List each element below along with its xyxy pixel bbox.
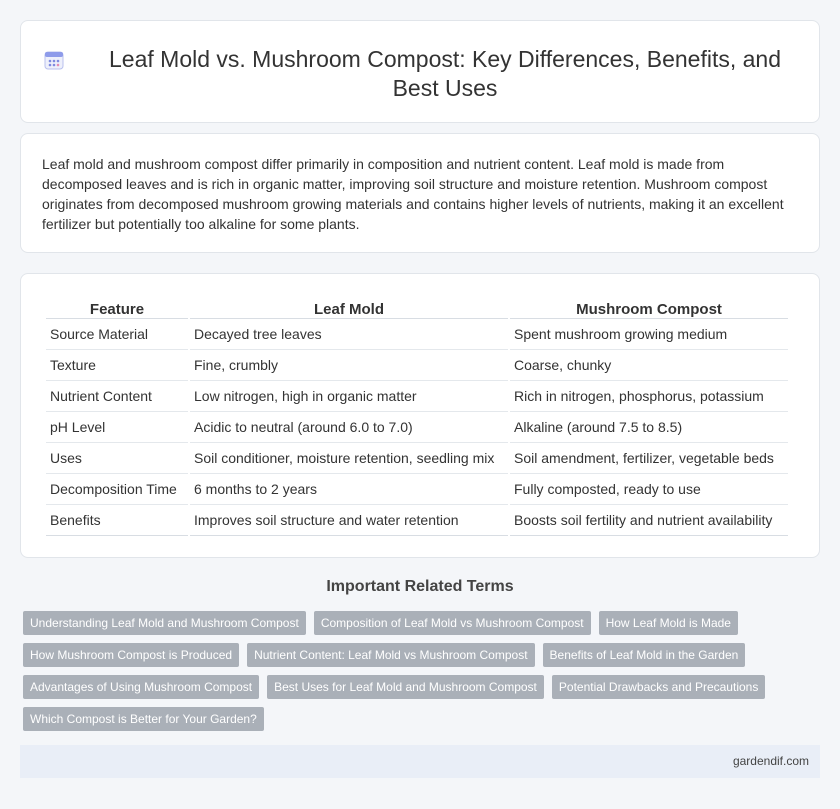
table-row: Texture Fine, crumbly Coarse, chunky (46, 350, 788, 381)
table-cell: 6 months to 2 years (190, 474, 508, 505)
related-terms-title: Important Related Terms (326, 578, 514, 595)
table-cell: Decayed tree leaves (190, 319, 508, 350)
table-cell: Improves soil structure and water retent… (190, 505, 508, 536)
related-term-tag[interactable]: Best Uses for Leaf Mold and Mushroom Com… (267, 675, 544, 699)
table-cell: pH Level (46, 412, 188, 443)
related-term-tag[interactable]: Benefits of Leaf Mold in the Garden (542, 643, 746, 667)
comparison-table: Feature Leaf Mold Mushroom Compost Sourc… (44, 297, 790, 536)
table-cell: Acidic to neutral (around 6.0 to 7.0) (190, 412, 508, 443)
intro-paragraph: Leaf mold and mushroom compost differ pr… (42, 156, 784, 232)
table-cell: Source Material (46, 319, 188, 350)
related-term-tag[interactable]: Composition of Leaf Mold vs Mushroom Com… (313, 611, 591, 635)
table-cell: Spent mushroom growing medium (510, 319, 788, 350)
table-cell: Benefits (46, 505, 188, 536)
table-cell: Soil conditioner, moisture retention, se… (190, 443, 508, 474)
table-cell: Rich in nitrogen, phosphorus, potassium (510, 381, 788, 412)
table-row: Decomposition Time 6 months to 2 years F… (46, 474, 788, 505)
header-leaf-mold: Leaf Mold (190, 297, 508, 319)
header-card: Leaf Mold vs. Mushroom Compost: Key Diff… (20, 20, 820, 123)
table-row: Benefits Improves soil structure and wat… (46, 505, 788, 536)
table-row: Source Material Decayed tree leaves Spen… (46, 319, 788, 350)
table-header-row: Feature Leaf Mold Mushroom Compost (46, 297, 788, 319)
page-title: Leaf Mold vs. Mushroom Compost: Key Diff… (109, 46, 781, 101)
table-cell: Alkaline (around 7.5 to 8.5) (510, 412, 788, 443)
table-cell: Uses (46, 443, 188, 474)
related-term-tag[interactable]: Nutrient Content: Leaf Mold vs Mushroom … (247, 643, 535, 667)
table-cell: Coarse, chunky (510, 350, 788, 381)
calendar-icon (44, 51, 64, 70)
related-term-tag[interactable]: How Mushroom Compost is Produced (23, 643, 240, 667)
comparison-table-card: Feature Leaf Mold Mushroom Compost Sourc… (20, 273, 820, 558)
table-cell: Nutrient Content (46, 381, 188, 412)
footer-site-link[interactable]: gardendif.com (732, 754, 809, 768)
related-term-tag[interactable]: Advantages of Using Mushroom Compost (23, 675, 260, 699)
table-row: pH Level Acidic to neutral (around 6.0 t… (46, 412, 788, 443)
table-row: Uses Soil conditioner, moisture retentio… (46, 443, 788, 474)
related-term-tag[interactable]: How Leaf Mold is Made (598, 611, 738, 635)
table-cell: Fully composted, ready to use (510, 474, 788, 505)
footer: gardendif.com (20, 745, 820, 778)
table-row: Nutrient Content Low nitrogen, high in o… (46, 381, 788, 412)
table-cell: Decomposition Time (46, 474, 188, 505)
related-terms-list: Understanding Leaf Mold and Mushroom Com… (23, 611, 803, 731)
header-feature: Feature (46, 297, 188, 319)
related-term-tag[interactable]: Potential Drawbacks and Precautions (551, 675, 766, 699)
table-cell: Fine, crumbly (190, 350, 508, 381)
table-cell: Soil amendment, fertilizer, vegetable be… (510, 443, 788, 474)
table-cell: Texture (46, 350, 188, 381)
header-mushroom-compost: Mushroom Compost (510, 297, 788, 319)
related-term-tag[interactable]: Understanding Leaf Mold and Mushroom Com… (23, 611, 306, 635)
table-cell: Boosts soil fertility and nutrient avail… (510, 505, 788, 536)
table-cell: Low nitrogen, high in organic matter (190, 381, 508, 412)
related-term-tag[interactable]: Which Compost is Better for Your Garden? (23, 707, 264, 731)
intro-card: Leaf mold and mushroom compost differ pr… (20, 133, 820, 253)
